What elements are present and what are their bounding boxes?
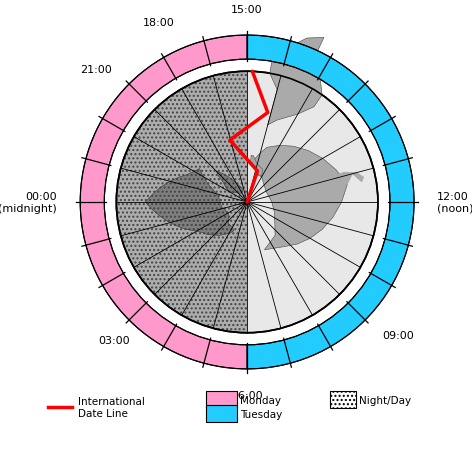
Text: International
Date Line: International Date Line	[78, 396, 145, 418]
Polygon shape	[255, 146, 347, 250]
Polygon shape	[145, 169, 234, 236]
Wedge shape	[80, 36, 247, 369]
Text: Tuesday: Tuesday	[240, 409, 283, 419]
Polygon shape	[216, 172, 242, 194]
Polygon shape	[268, 38, 324, 125]
Text: 09:00: 09:00	[382, 331, 413, 340]
Text: 06:00: 06:00	[231, 390, 263, 400]
Text: 15:00: 15:00	[231, 5, 263, 15]
Text: Monday: Monday	[240, 395, 281, 405]
Wedge shape	[117, 72, 247, 333]
FancyBboxPatch shape	[206, 405, 237, 422]
Text: 12:00
(noon): 12:00 (noon)	[437, 192, 472, 213]
Wedge shape	[247, 36, 414, 369]
Polygon shape	[251, 156, 262, 176]
Polygon shape	[322, 173, 363, 186]
FancyBboxPatch shape	[206, 391, 237, 408]
Text: 00:00
(midnight): 00:00 (midnight)	[0, 192, 57, 213]
Text: 03:00: 03:00	[98, 335, 130, 345]
Text: Night/Day: Night/Day	[360, 395, 412, 405]
Text: 18:00: 18:00	[143, 19, 175, 28]
FancyBboxPatch shape	[330, 391, 356, 408]
Circle shape	[117, 72, 378, 333]
Text: 21:00: 21:00	[81, 65, 112, 75]
